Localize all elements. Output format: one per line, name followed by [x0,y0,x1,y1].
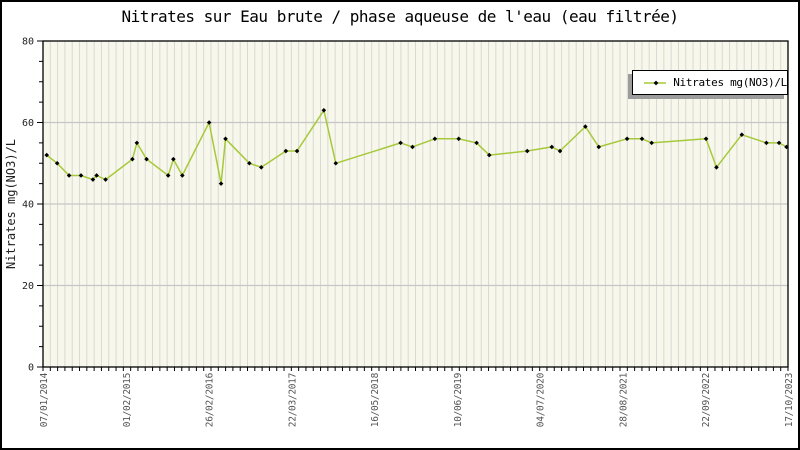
data-point-marker [103,177,108,182]
x-tick-label: 04/07/2020 [536,372,547,427]
x-tick-label: 17/10/2023 [784,373,795,427]
data-point-marker [44,152,50,158]
data-line [46,109,787,185]
data-point-marker [78,173,84,178]
data-point-marker [764,140,769,146]
y-tick-label: 60 [22,118,34,129]
data-point-marker [247,160,252,166]
data-point-marker [165,173,171,178]
data-point-marker [258,165,264,170]
data-point-marker [410,144,415,150]
data-point-marker [714,165,719,170]
data-point-marker [218,181,224,186]
data-point-marker [206,120,212,125]
legend: Nitrates mg(NO3)/L [632,70,788,95]
data-point-marker [703,136,709,142]
data-point-marker [171,156,176,162]
y-tick-label: 80 [22,37,34,48]
data-point-marker [456,136,462,142]
x-tick-label: 22/09/2022 [701,373,712,427]
y-tick-label: 40 [22,200,34,211]
data-point-marker [180,173,185,178]
data-point-marker [54,160,60,166]
data-point-marker [283,148,289,154]
data-point-marker [294,148,300,154]
data-point-marker [130,156,135,162]
x-tick-label: 22/03/2017 [287,373,298,427]
x-tick-label: 01/02/2015 [122,373,133,427]
data-point-marker [524,148,530,154]
legend-marker-icon [644,80,667,85]
y-tick-label: 0 [28,363,34,374]
x-tick-label: 28/08/2021 [618,372,629,427]
data-point-marker [486,152,492,158]
plot-border [42,40,789,368]
data-point-marker [549,144,555,150]
x-tick-label: 07/01/2014 [39,372,50,427]
data-point-marker [432,136,438,142]
data-point-marker [333,160,339,166]
data-point-marker [739,132,745,138]
data-point-marker [649,140,654,146]
data-point-marker [94,173,99,178]
data-point-marker [784,144,789,150]
chart-title: Nitrates sur Eau brute / phase aqueuse d… [121,7,679,26]
y-tick-label: 20 [22,281,34,292]
data-point-marker [321,107,327,113]
data-point-marker [639,136,645,142]
data-point-marker [557,148,563,154]
y-axis-title: Nitrates mg(NO3)/L [4,139,18,269]
data-point-marker [134,140,140,146]
data-point-marker [66,173,72,178]
data-point-marker [583,124,588,129]
data-point-marker [776,140,782,146]
data-point-marker [90,177,96,182]
data-point-marker [398,140,403,146]
data-point-marker [223,136,228,142]
data-point-marker [624,136,630,142]
data-point-marker [596,144,602,150]
legend-label: Nitrates mg(NO3)/L [673,76,787,89]
x-tick-label: 10/06/2019 [453,372,464,427]
data-point-marker [474,140,479,146]
x-tick-label: 16/05/2018 [370,372,381,427]
data-point-marker [144,156,149,162]
x-tick-label: 26/02/2016 [205,372,216,427]
